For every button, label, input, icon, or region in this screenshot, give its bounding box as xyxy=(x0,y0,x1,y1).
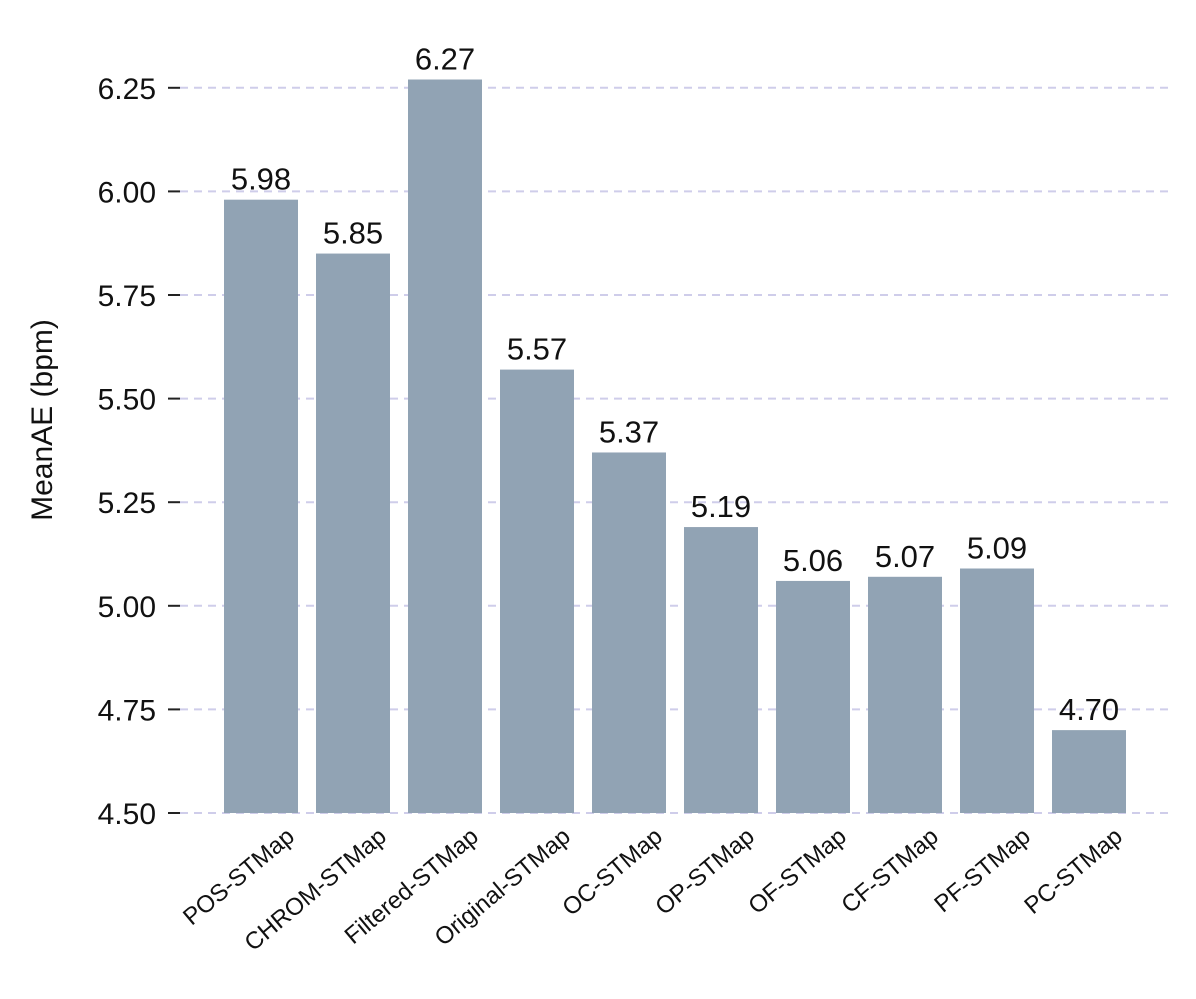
bar xyxy=(868,576,942,813)
grid-layer xyxy=(180,86,1170,814)
x-tick-label: CF-STMap xyxy=(836,823,943,919)
y-axis: 4.50 4.75 5.00 5.25 5.50 5.75 6.00 6.25 xyxy=(98,73,180,831)
bar xyxy=(592,452,666,813)
y-tick-label: 4.50 xyxy=(98,798,156,831)
x-tick-label: PF-STMap xyxy=(929,823,1035,918)
y-tick-label: 5.50 xyxy=(98,384,156,417)
bar xyxy=(684,527,758,813)
bar xyxy=(224,199,298,814)
bar-value-label: 5.98 xyxy=(231,162,291,197)
bar-value-label: 5.85 xyxy=(323,216,383,251)
bar-value-label: 6.27 xyxy=(415,42,475,77)
x-axis: POS-STMapCHROM-STMapFiltered-STMapOrigin… xyxy=(178,823,1128,957)
x-tick-label: OP-STMap xyxy=(650,823,759,921)
bar xyxy=(960,568,1034,813)
x-tick-label: PC-STMap xyxy=(1019,823,1127,920)
bar-value-label: 5.37 xyxy=(599,414,659,449)
bar-value-label: 5.19 xyxy=(691,489,751,524)
y-tick-label: 5.75 xyxy=(98,280,156,313)
x-tick-label: OC-STMap xyxy=(557,823,667,922)
x-tick-label: OF-STMap xyxy=(743,823,851,920)
y-tick-label: 5.00 xyxy=(98,591,156,624)
bar-value-label: 4.70 xyxy=(1059,692,1119,727)
bar-value-label: 5.07 xyxy=(875,539,935,574)
bar-layer xyxy=(224,79,1126,814)
y-axis-title: MeanAE (bpm) xyxy=(26,319,59,521)
value-label-layer: 5.98 5.85 6.27 5.57 5.37 5.19 5.06 5.07 5.09 4.70 xyxy=(231,42,1119,728)
y-tick-label: 5.25 xyxy=(98,487,156,520)
bar xyxy=(408,79,482,813)
y-tick-label: 4.75 xyxy=(98,694,156,727)
bar-value-label: 5.57 xyxy=(507,332,567,367)
bar xyxy=(1052,730,1126,813)
y-tick-label: 6.25 xyxy=(98,73,156,106)
bar-value-label: 5.09 xyxy=(967,531,1027,566)
bar-value-label: 5.06 xyxy=(783,543,843,578)
bar xyxy=(500,369,574,813)
bar xyxy=(316,253,390,813)
y-tick-label: 6.00 xyxy=(98,176,156,209)
bar xyxy=(776,580,850,813)
